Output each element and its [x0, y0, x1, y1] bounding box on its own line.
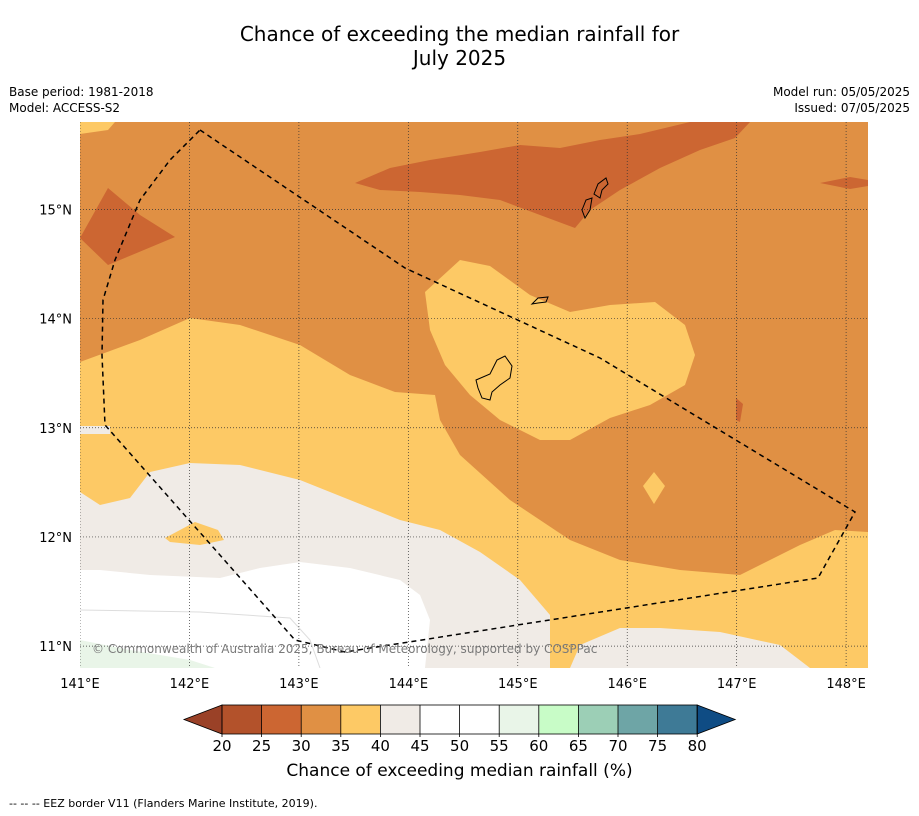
- lat-label-12: 12°N: [39, 531, 72, 546]
- colorbar-segment: [578, 705, 618, 734]
- colorbar-tick-55: 55: [490, 737, 509, 755]
- colorbar-tick-30: 30: [292, 737, 311, 755]
- region-35-40-diamond: [643, 472, 665, 504]
- colorbar-segment: [618, 705, 658, 734]
- region-25-30-east-sliver: [736, 398, 743, 422]
- island-rota: [530, 296, 549, 305]
- title-line-1: Chance of exceeding the median rainfall …: [239, 22, 680, 46]
- model-run: Model run: 05/05/2025: [772, 85, 910, 99]
- eez-legend: -- -- -- EEZ border V11 (Flanders Marine…: [9, 797, 318, 810]
- meta-left: Base period: 1981-2018 Model: ACCESS-S2: [9, 84, 154, 116]
- region-35-40-small: [165, 522, 224, 545]
- latitude-labels: 15°N 14°N 13°N 12°N 11°N: [39, 203, 72, 655]
- colorbar-tick-25: 25: [252, 737, 271, 755]
- lon-label-147: 147°E: [717, 677, 757, 692]
- colorbar-segment: [499, 705, 539, 734]
- graticule: [80, 122, 868, 668]
- colorbar-tick-70: 70: [608, 737, 627, 755]
- lon-label-148: 148°E: [826, 677, 866, 692]
- colorbar-under-arrow: [182, 704, 223, 735]
- colorbar: [182, 704, 737, 735]
- eez-border: [101, 129, 857, 653]
- colorbar-tick-45: 45: [410, 737, 429, 755]
- region-35-40-northwest: [80, 122, 115, 134]
- copyright-text: © Commonwealth of Australia 2025, Bureau…: [92, 642, 597, 656]
- colorbar-segment: [340, 705, 381, 734]
- island-saipan: [593, 177, 609, 199]
- islands: [475, 177, 609, 401]
- region-25-30-east: [820, 177, 868, 189]
- colorbar-tick-40: 40: [371, 737, 390, 755]
- region-55-60: [80, 640, 215, 668]
- colorbar-tick-35: 35: [331, 737, 350, 755]
- colorbar-tick-80: 80: [688, 737, 707, 755]
- colorbar-segment: [222, 705, 262, 734]
- lat-label-15: 15°N: [39, 203, 72, 218]
- colorbar-over-arrow: [696, 704, 737, 735]
- lat-label-11: 11°N: [39, 640, 72, 655]
- region-40-45-southeast: [570, 628, 810, 668]
- lon-label-142: 142°E: [170, 677, 210, 692]
- colorbar-tick-65: 65: [569, 737, 588, 755]
- region-25-30-north-band: [355, 122, 750, 228]
- issued-date: Issued: 07/05/2025: [794, 101, 910, 115]
- colorbar-tick-75: 75: [648, 737, 667, 755]
- region-50-55: [80, 562, 430, 668]
- colorbar-segment: [380, 705, 420, 734]
- lon-label-143: 143°E: [279, 677, 319, 692]
- base-period: Base period: 1981-2018: [9, 85, 154, 99]
- meta-right: Model run: 05/05/2025 Issued: 07/05/2025: [773, 84, 910, 116]
- lon-label-146: 146°E: [607, 677, 647, 692]
- model-name: Model: ACCESS-S2: [9, 101, 121, 115]
- region-25-30-west: [80, 188, 175, 265]
- map-figure: © Commonwealth of Australia 2025, Bureau…: [39, 122, 868, 755]
- lat-label-13: 13°N: [39, 422, 72, 437]
- colorbar-tick-50: 50: [450, 737, 469, 755]
- colorbar-segment: [301, 705, 341, 734]
- lat-label-14: 14°N: [39, 313, 72, 328]
- colorbar-segment: [459, 705, 500, 734]
- island-tinian: [581, 197, 593, 220]
- title-line-2: July 2025: [412, 46, 507, 70]
- lon-label-141: 141°E: [60, 677, 100, 692]
- colorbar-segment: [657, 705, 698, 734]
- colorbar-tick-60: 60: [529, 737, 548, 755]
- colorbar-segment: [538, 705, 579, 734]
- map-area: © Commonwealth of Australia 2025, Bureau…: [80, 122, 868, 668]
- lon-label-145: 145°E: [498, 677, 538, 692]
- longitude-labels: 141°E 142°E 143°E 144°E 145°E 146°E 147°E 148°E: [60, 677, 866, 692]
- map-title: Chance of exceeding the median rainfall …: [0, 22, 919, 70]
- colorbar-label: Chance of exceeding median rainfall (%): [286, 761, 633, 781]
- colorbar-segment: [261, 705, 302, 734]
- colorbar-segment: [420, 705, 460, 734]
- colorbar-tick-20: 20: [212, 737, 231, 755]
- colorbar-ticks: 20 25 30 35 40 45 50 55 60 65 70 75 80: [212, 734, 707, 755]
- island-guam: [475, 355, 513, 401]
- region-50-55-inner: [80, 609, 321, 668]
- lon-label-144: 144°E: [389, 677, 429, 692]
- region-40-45-west-sliver: [80, 426, 110, 434]
